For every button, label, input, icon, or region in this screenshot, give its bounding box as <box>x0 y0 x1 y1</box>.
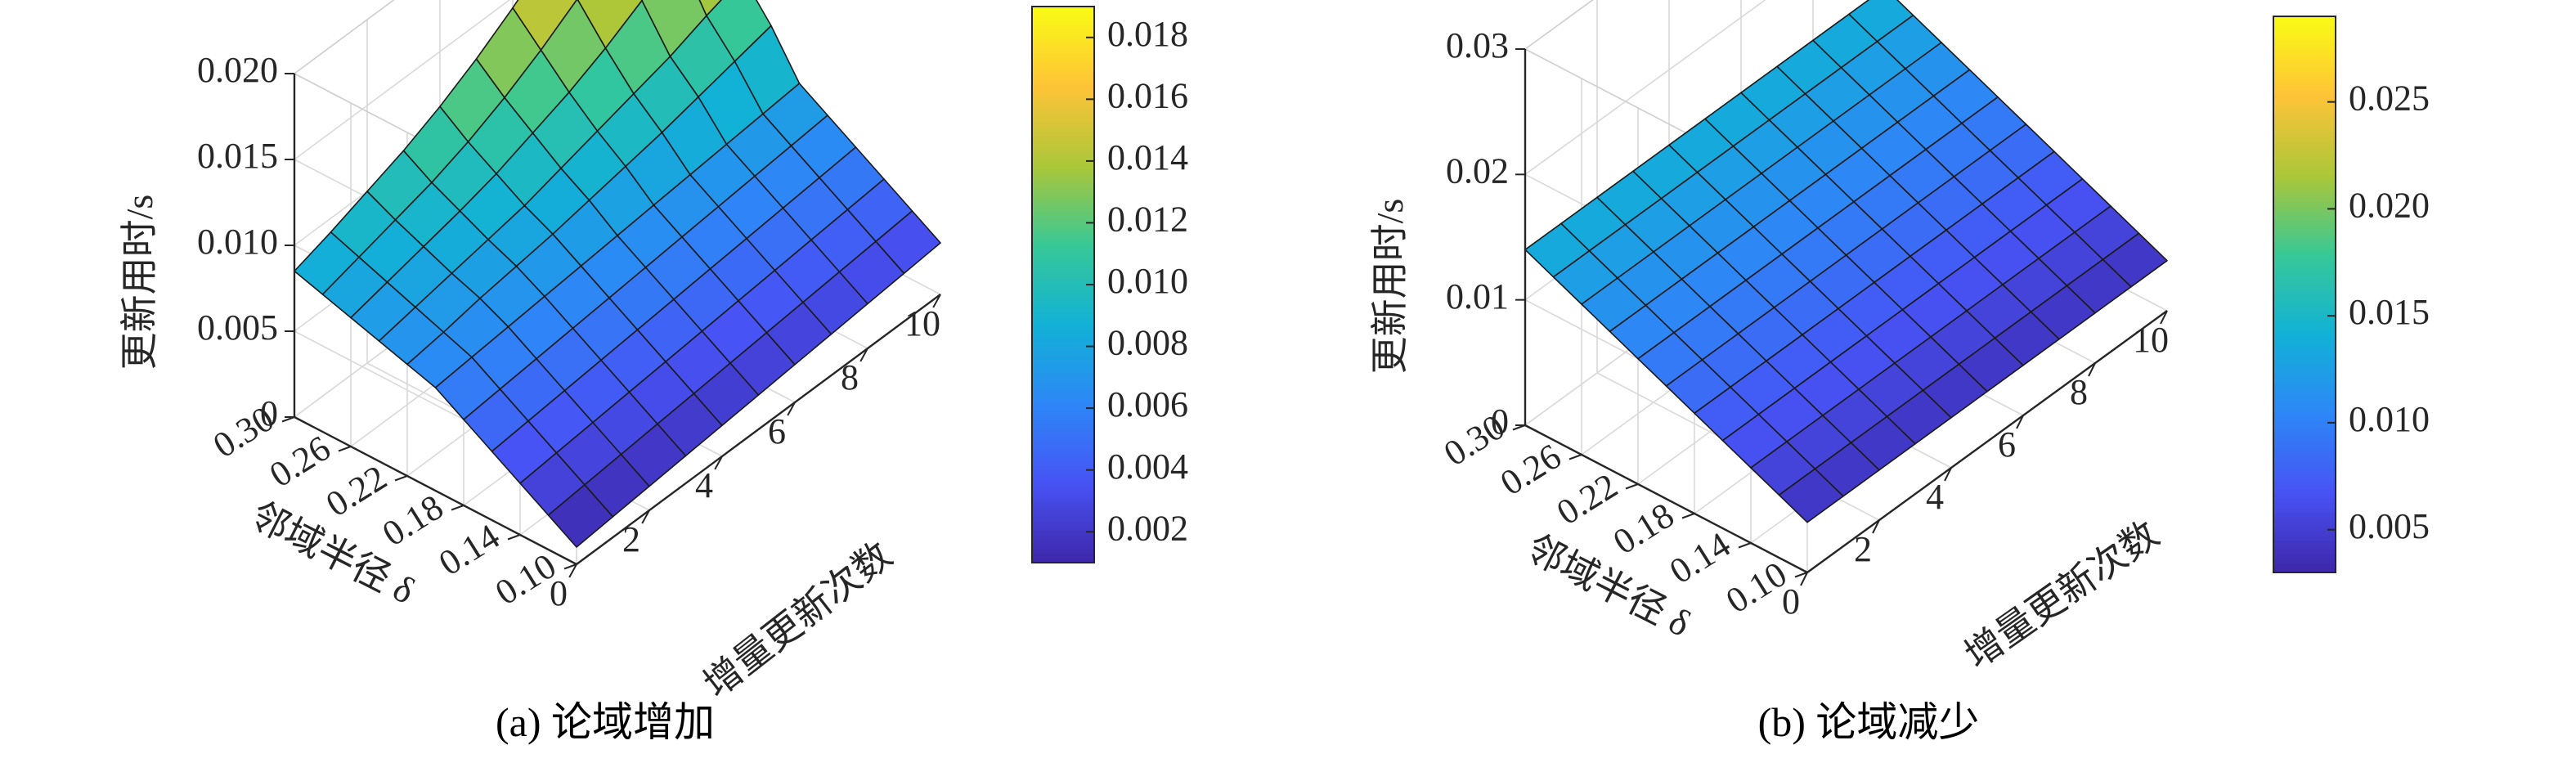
panel-a: 02468100.100.140.180.220.260.3000.0050.0… <box>119 0 1188 745</box>
b-y-tick-label: 0.18 <box>1606 495 1681 562</box>
a-y-tick-label: 0.22 <box>319 457 393 524</box>
panel-a-x-axis-label: 增量更新次数 <box>696 534 900 706</box>
a-y-tick-label: 0.14 <box>432 516 506 583</box>
a-colorbar-tick-label: 0.006 <box>1107 384 1188 424</box>
panel-a-z-axis-label: 更新用时/s <box>119 195 160 370</box>
a-colorbar-tick-label: 0.016 <box>1107 75 1188 115</box>
a-surface-patch <box>698 0 723 17</box>
b-x-tick-label: 8 <box>2070 372 2088 412</box>
a-z-tick-label: 0.015 <box>197 136 278 176</box>
a-colorbar-tick-label: 0.014 <box>1107 137 1188 177</box>
panel-a-colorbar: 0.002 0.004 0.006 0.008 0.010 0.012 0.014 0.016… <box>1031 6 1188 563</box>
a-surface-patch <box>875 210 941 275</box>
b-colorbar-tick-label: 0.010 <box>2349 399 2430 439</box>
panel-a-surface <box>294 0 941 548</box>
a-x-tick-label: 4 <box>695 465 713 505</box>
panel-b-caption: (b) 论域减少 <box>1758 699 1980 745</box>
a-y-tick-label: 0.18 <box>375 487 450 554</box>
panel-b-x-axis-label: 增量更新次数 <box>1957 513 2165 676</box>
a-colorbar-tick-label: 0.010 <box>1107 261 1188 301</box>
panel-b-y-axis-label: 邻域半径 δ <box>1520 527 1698 644</box>
b-x-tick-label: 2 <box>1854 529 1872 569</box>
a-z-tick-label: 0.005 <box>197 307 278 348</box>
panel-b-z-axis-label: 更新用时/s <box>1369 199 1411 375</box>
a-z-tick-label: 0 <box>260 393 278 433</box>
b-z-tick-label: 0 <box>1491 402 1509 442</box>
b-y-tick-label: 0.26 <box>1493 436 1568 503</box>
b-z-tick-label: 0.03 <box>1446 25 1509 65</box>
a-colorbar-tick-label: 0.008 <box>1107 323 1188 363</box>
b-surface-patch <box>2102 232 2168 288</box>
a-x-tick-label: 10 <box>904 303 940 343</box>
b-y-tick-label: 0.14 <box>1663 524 1737 591</box>
a-z-tick-label: 0.020 <box>197 50 278 90</box>
b-z-tick-label: 0.01 <box>1446 276 1509 316</box>
b-colorbar-tick-label: 0.015 <box>2349 292 2430 332</box>
a-colorbar-tick-label: 0.018 <box>1107 14 1188 54</box>
a-colorbar-tick-label: 0.002 <box>1107 508 1188 548</box>
panel-b-axes <box>1524 49 2168 574</box>
panel-a-caption: (a) 论域增加 <box>496 699 715 745</box>
a-z-tick-label: 0.010 <box>197 222 278 262</box>
panel-b: 02468100.100.140.180.220.260.3000.010.02… <box>1369 0 2430 745</box>
a-x-tick-label: 8 <box>841 357 859 397</box>
b-y-tick-label: 0.22 <box>1550 465 1624 532</box>
a-x-tick-label: 2 <box>622 519 640 559</box>
panel-b-colorbar: 0.005 0.010 0.015 0.020 0.025 <box>2273 16 2430 573</box>
a-colorbar-tick-label: 0.012 <box>1107 200 1188 240</box>
b-x-tick-label: 0 <box>1782 581 1800 622</box>
b-colorbar-tick-label: 0.005 <box>2349 506 2430 546</box>
b-z-tick-label: 0.02 <box>1446 150 1509 191</box>
b-colorbar-tick-label: 0.025 <box>2349 79 2430 119</box>
a-x-tick-label: 6 <box>768 411 786 451</box>
a-y-tick-label: 0.26 <box>263 428 337 495</box>
b-x-tick-label: 10 <box>2133 320 2169 360</box>
b-x-tick-label: 4 <box>1926 477 1944 517</box>
panel-b-surface <box>1524 0 2168 523</box>
a-x-tick-label: 0 <box>550 573 568 613</box>
b-colorbar-tick-label: 0.020 <box>2349 185 2430 225</box>
b-x-tick-label: 6 <box>1998 424 2016 465</box>
a-colorbar-tick-label: 0.004 <box>1107 447 1188 487</box>
